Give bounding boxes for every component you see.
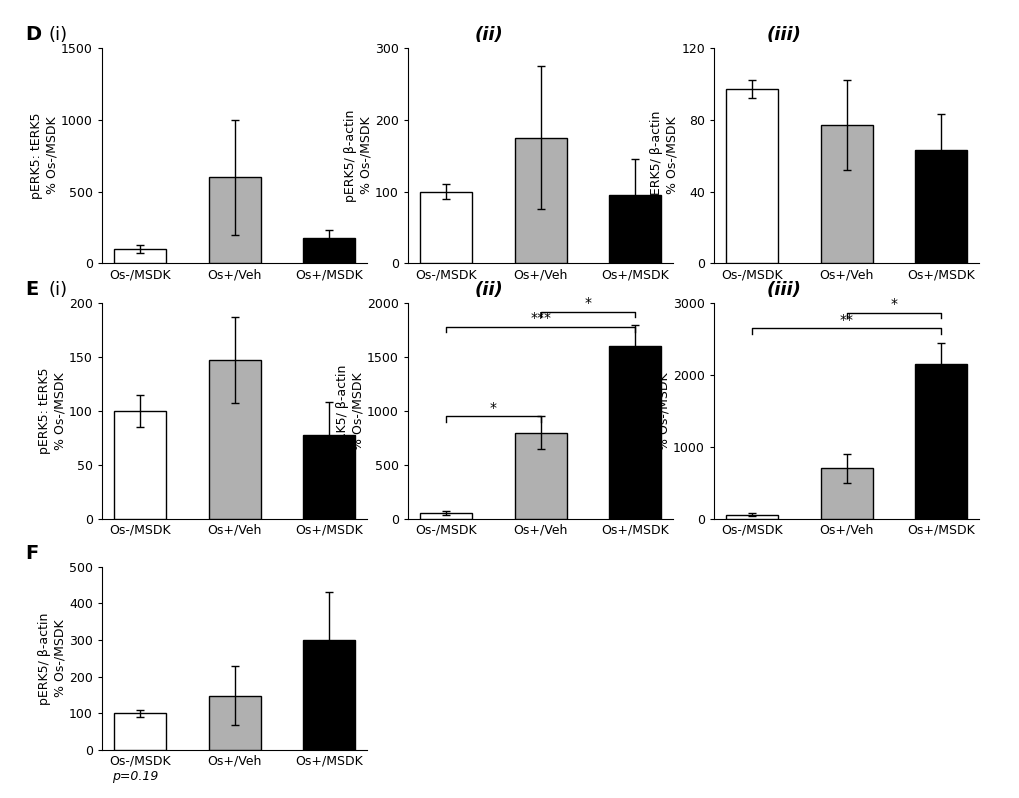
Text: *: * (489, 401, 496, 415)
Y-axis label: tERK5/ β-actin
% Os-/MSDK: tERK5/ β-actin % Os-/MSDK (650, 111, 678, 200)
Text: D: D (25, 25, 42, 44)
Bar (420, 192, 472, 263)
Text: **: ** (839, 313, 853, 326)
Bar (114, 713, 166, 750)
Text: (i): (i) (49, 281, 68, 299)
Bar (608, 195, 660, 263)
Y-axis label: pERK5: tERK5
% Os-/MSDK: pERK5: tERK5 % Os-/MSDK (31, 113, 58, 199)
Bar (114, 411, 166, 519)
Bar (303, 640, 355, 750)
Bar (303, 435, 355, 519)
Bar (209, 177, 260, 263)
Y-axis label: pERK5/ β-actin
% Os-/MSDK: pERK5/ β-actin % Os-/MSDK (344, 109, 372, 202)
Text: *: * (584, 296, 591, 310)
Text: (i): (i) (49, 26, 68, 44)
Bar (914, 150, 966, 263)
Bar (209, 696, 260, 750)
Bar (303, 238, 355, 263)
Bar (726, 515, 777, 519)
Y-axis label: pERK5: tERK5
% Os-/MSDK: pERK5: tERK5 % Os-/MSDK (39, 368, 66, 454)
Y-axis label: pERK5/ β-actin
% Os-/MSDK: pERK5/ β-actin % Os-/MSDK (38, 612, 66, 705)
Text: E: E (25, 280, 39, 299)
Bar (515, 433, 566, 519)
Bar (420, 513, 472, 519)
Text: ***: *** (530, 311, 550, 326)
Text: *: * (890, 297, 897, 311)
Bar (608, 346, 660, 519)
Bar (209, 361, 260, 519)
Bar (820, 125, 871, 263)
Y-axis label: tERK5/ β-actin
% Os-/MSDK: tERK5/ β-actin % Os-/MSDK (642, 366, 669, 456)
Text: (ii): (ii) (474, 281, 502, 299)
Text: p=0.19: p=0.19 (112, 770, 158, 783)
Bar (515, 137, 566, 263)
Text: (ii): (ii) (474, 26, 502, 44)
Text: F: F (25, 543, 39, 563)
Bar (726, 89, 777, 263)
Bar (820, 468, 871, 519)
Y-axis label: pERK5/ β-actin
% Os-/MSDK: pERK5/ β-actin % Os-/MSDK (336, 365, 364, 457)
Bar (914, 365, 966, 519)
Bar (114, 249, 166, 263)
Text: (iii): (iii) (766, 281, 801, 299)
Text: (iii): (iii) (766, 26, 801, 44)
